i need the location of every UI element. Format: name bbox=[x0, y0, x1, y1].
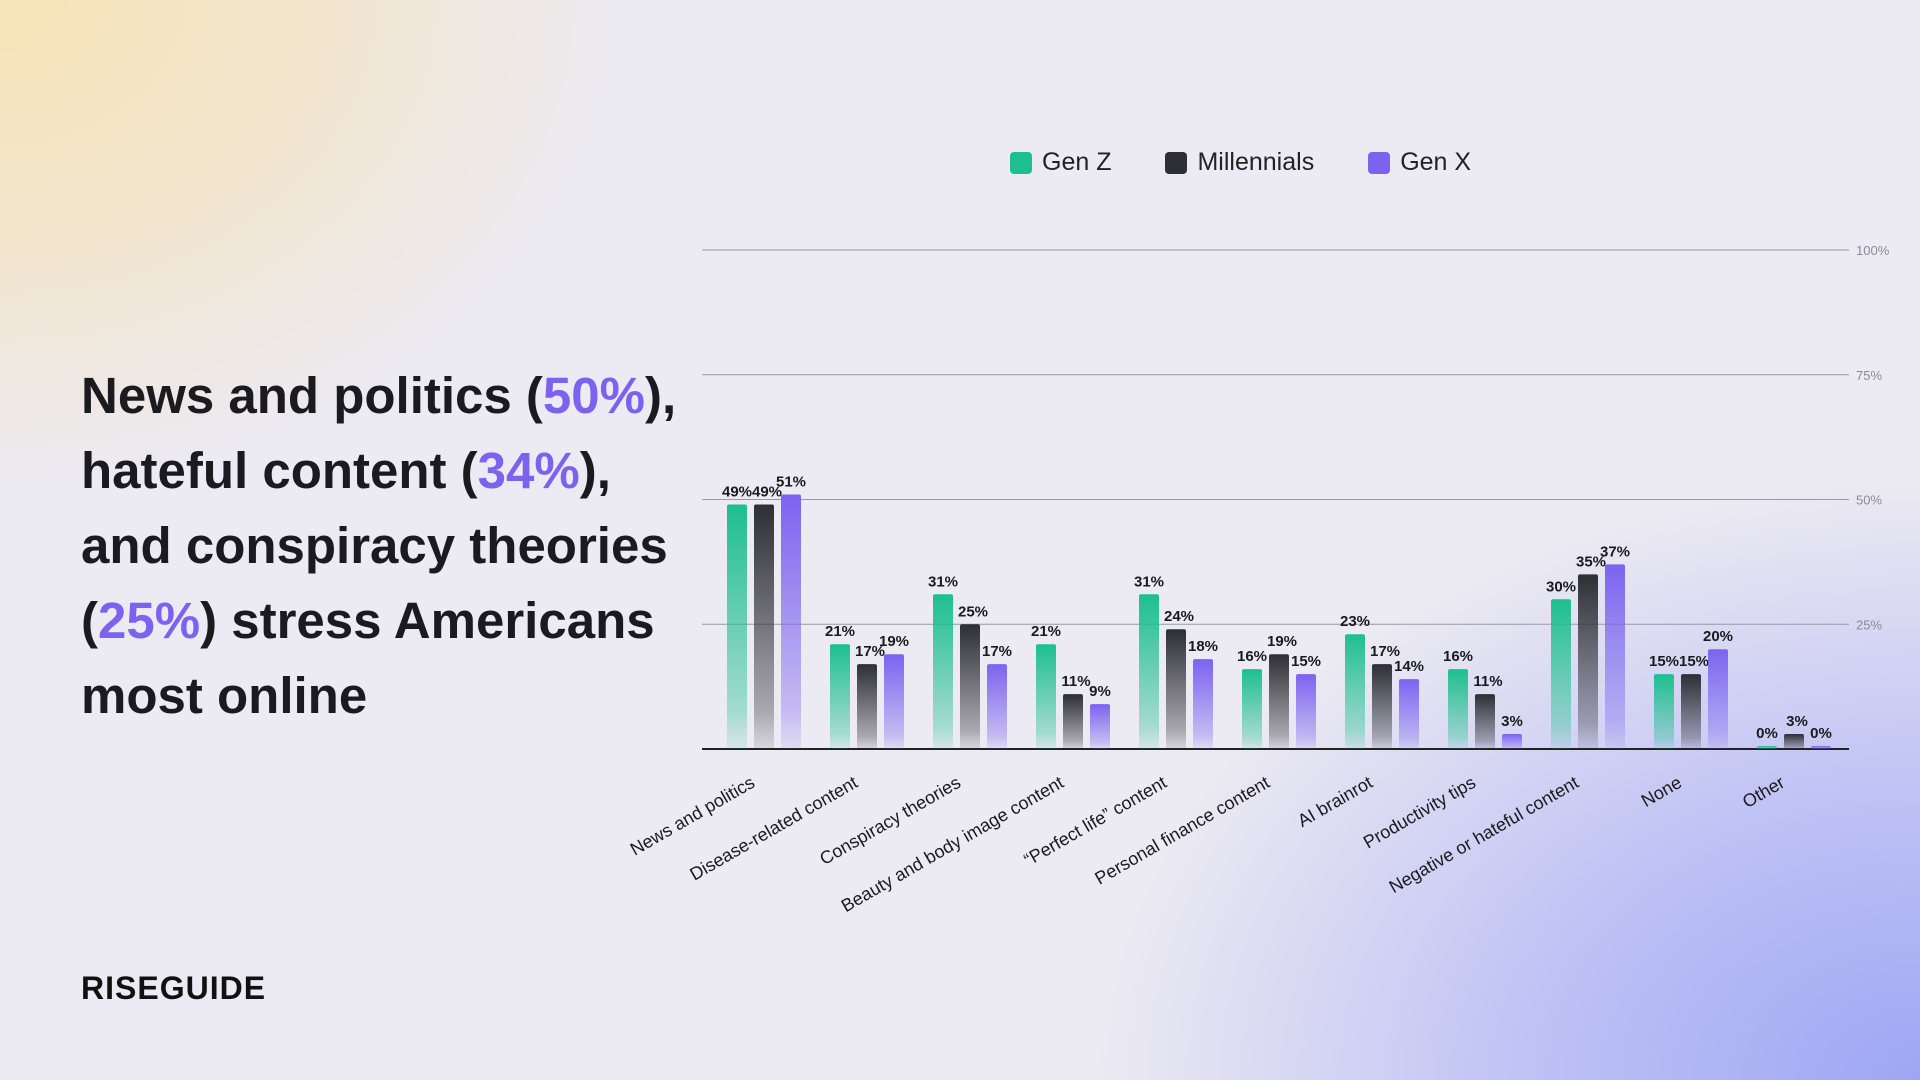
legend-label: Gen X bbox=[1400, 148, 1472, 176]
headline-highlight: 34% bbox=[477, 442, 580, 499]
legend-swatch bbox=[1368, 151, 1391, 174]
bar-gen-z bbox=[1757, 746, 1777, 749]
data-label: 19% bbox=[879, 633, 909, 650]
headline-text: ), and conspiracy theories ( bbox=[81, 442, 668, 649]
data-label: 11% bbox=[1473, 673, 1502, 690]
data-label: 51% bbox=[776, 474, 806, 491]
bar-millennials bbox=[1166, 629, 1186, 749]
data-label: 20% bbox=[1703, 628, 1733, 645]
bar-gen-z bbox=[1654, 674, 1674, 749]
bar-gen-z bbox=[1345, 634, 1365, 749]
data-label: 23% bbox=[1340, 613, 1370, 630]
x-tick-label: AI brainrot bbox=[1294, 772, 1376, 831]
y-tick-label: 75% bbox=[1856, 368, 1882, 383]
bar-millennials bbox=[1372, 664, 1392, 749]
data-label: 37% bbox=[1600, 543, 1630, 560]
headline-text: ) stress Americans most online bbox=[81, 592, 655, 724]
data-label: 17% bbox=[1370, 643, 1400, 660]
bar-gen-x bbox=[1399, 679, 1419, 749]
data-label: 35% bbox=[1576, 553, 1606, 570]
data-label: 17% bbox=[855, 643, 885, 660]
bar-gen-x bbox=[987, 664, 1007, 749]
bar-gen-z bbox=[1139, 594, 1159, 749]
bar-gen-z bbox=[933, 594, 953, 749]
data-label: 30% bbox=[1546, 578, 1576, 595]
x-tick-label: Other bbox=[1739, 772, 1788, 812]
bar-gen-x bbox=[1090, 704, 1110, 749]
headline-text: ), hateful content ( bbox=[81, 367, 677, 499]
data-label: 17% bbox=[982, 643, 1012, 660]
data-label: 11% bbox=[1061, 673, 1090, 690]
data-label: 21% bbox=[825, 623, 855, 640]
y-tick-label: 50% bbox=[1856, 493, 1882, 508]
data-label: 19% bbox=[1267, 633, 1297, 650]
data-label: 3% bbox=[1786, 713, 1808, 730]
bar-gen-x bbox=[1811, 746, 1831, 749]
legend-item-gen-x: Gen X bbox=[1368, 148, 1471, 177]
data-label: 16% bbox=[1443, 648, 1473, 665]
bar-gen-x bbox=[1708, 649, 1728, 749]
bar-millennials bbox=[1063, 694, 1083, 749]
legend-label: Gen Z bbox=[1042, 148, 1112, 176]
data-label: 14% bbox=[1394, 658, 1424, 675]
headline-highlight: 25% bbox=[97, 592, 201, 649]
bar-millennials bbox=[1269, 654, 1289, 749]
bar-gen-z bbox=[1242, 669, 1262, 749]
data-label: 18% bbox=[1188, 638, 1218, 655]
bar-gen-z bbox=[830, 644, 850, 749]
headline-highlight: 50% bbox=[542, 367, 645, 424]
x-tick-label: Disease-related content bbox=[686, 772, 861, 884]
bar-gen-z bbox=[1551, 599, 1571, 749]
legend-label: Millennials bbox=[1197, 148, 1315, 176]
x-tick-label: None bbox=[1638, 772, 1685, 811]
data-label: 15% bbox=[1649, 653, 1679, 670]
bar-millennials bbox=[1475, 694, 1495, 749]
y-tick-label: 100% bbox=[1856, 243, 1890, 258]
data-label: 0% bbox=[1756, 725, 1778, 742]
bar-millennials bbox=[1681, 674, 1701, 749]
data-label: 31% bbox=[1134, 573, 1164, 590]
y-tick-label: 25% bbox=[1856, 617, 1882, 632]
bar-gen-z bbox=[1036, 644, 1056, 749]
data-label: 9% bbox=[1089, 683, 1111, 700]
data-label: 3% bbox=[1501, 713, 1523, 730]
x-tick-label: Negative or hateful content bbox=[1386, 772, 1582, 897]
bar-gen-x bbox=[1193, 659, 1213, 749]
data-label: 15% bbox=[1291, 653, 1321, 670]
bar-gen-x bbox=[781, 494, 801, 749]
bar-gen-x bbox=[1296, 674, 1316, 749]
legend-item-gen-z: Gen Z bbox=[1010, 148, 1111, 177]
data-label: 15% bbox=[1679, 653, 1709, 670]
bar-gen-z bbox=[727, 504, 747, 749]
data-label: 16% bbox=[1237, 648, 1267, 665]
x-tick-label: Personal finance content bbox=[1091, 772, 1273, 888]
data-label: 49% bbox=[722, 483, 752, 500]
data-label: 21% bbox=[1031, 623, 1061, 640]
bar-gen-x bbox=[884, 654, 904, 749]
data-label: 49% bbox=[752, 483, 782, 500]
headline-text: News and politics ( bbox=[81, 367, 543, 424]
legend-swatch bbox=[1165, 151, 1188, 174]
data-label: 31% bbox=[928, 573, 958, 590]
bar-millennials bbox=[857, 664, 877, 749]
headline: News and politics (50%), hateful content… bbox=[81, 358, 681, 733]
data-label: 24% bbox=[1164, 608, 1194, 625]
data-label: 25% bbox=[958, 603, 988, 620]
riseguide-logo: RISEGUIDE bbox=[81, 970, 267, 1006]
bar-millennials bbox=[960, 624, 980, 749]
bar-gen-z bbox=[1448, 669, 1468, 749]
data-label: 0% bbox=[1810, 725, 1832, 742]
bar-gen-x bbox=[1605, 564, 1625, 749]
legend-swatch bbox=[1010, 151, 1032, 174]
bar-millennials bbox=[1784, 734, 1804, 749]
chart-legend: Gen Z Millennials Gen X bbox=[1010, 148, 1471, 177]
bar-millennials bbox=[1578, 574, 1598, 749]
bar-millennials bbox=[754, 504, 774, 749]
bar-gen-x bbox=[1502, 734, 1522, 749]
legend-item-millennials: Millennials bbox=[1165, 148, 1314, 177]
